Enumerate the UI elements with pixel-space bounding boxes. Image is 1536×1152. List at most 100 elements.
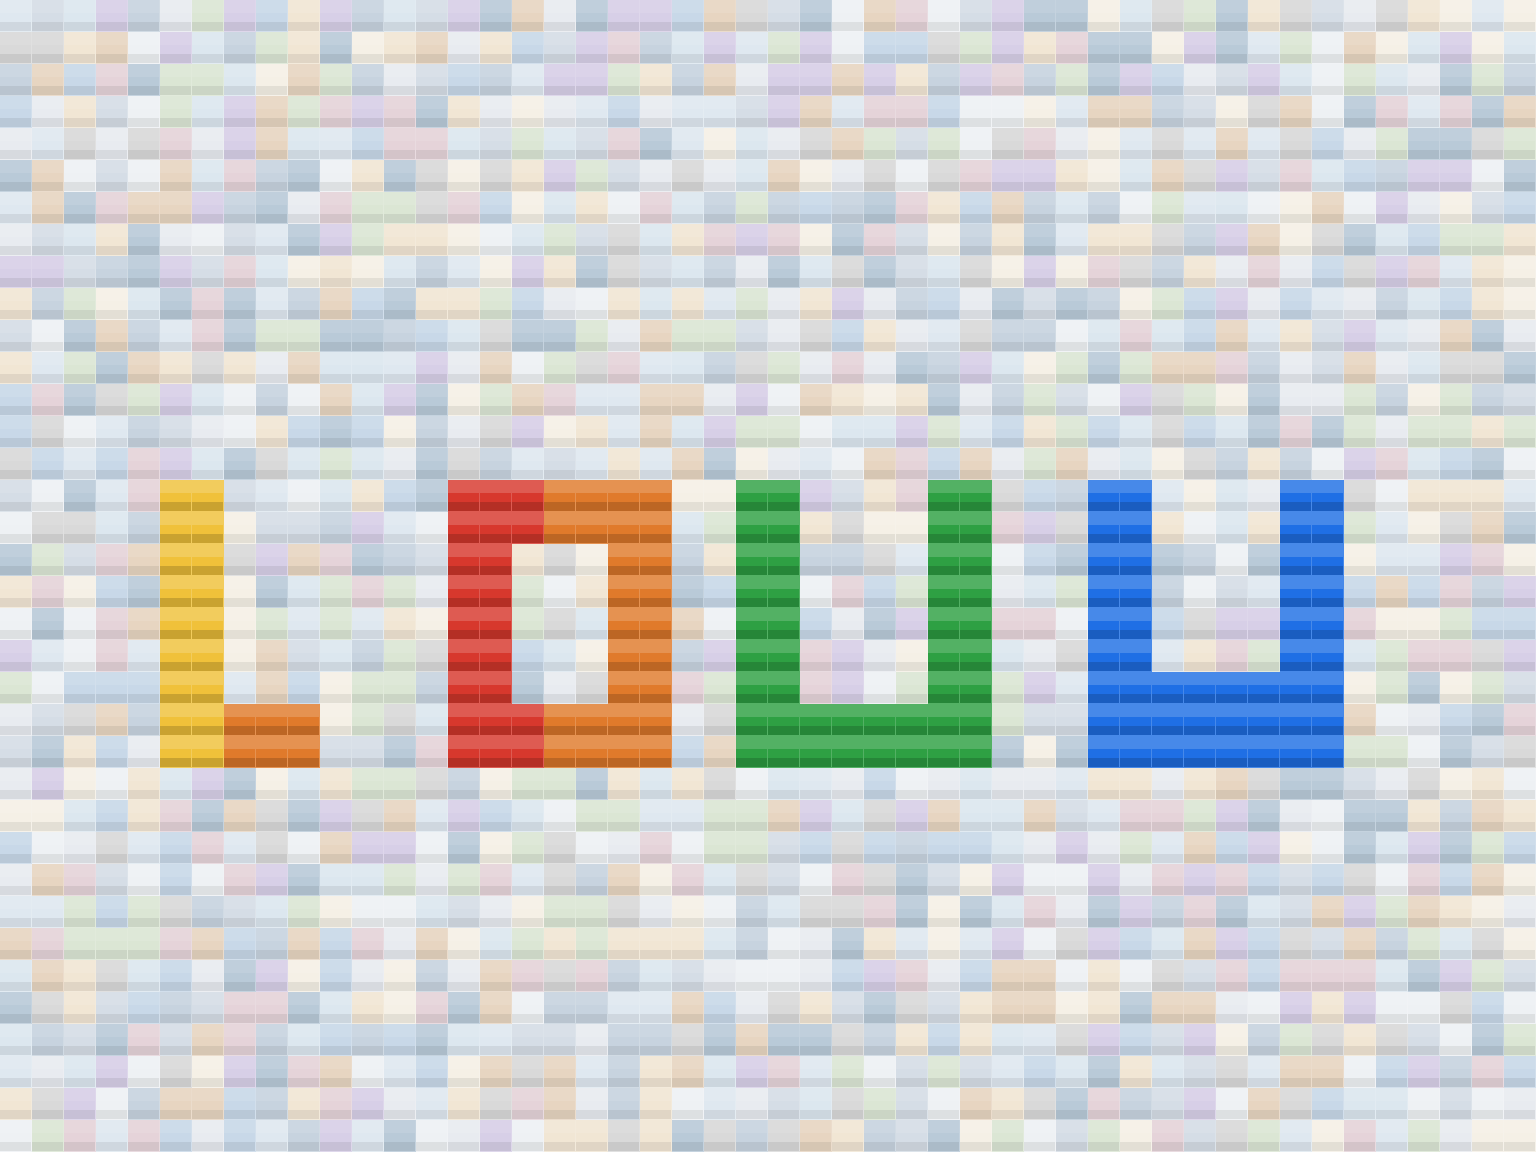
mosaic-tile [192,64,224,96]
mosaic-tile [0,1056,32,1088]
mosaic-tile [1344,0,1376,32]
mosaic-tile [256,928,288,960]
mosaic-tile [64,960,96,992]
mosaic-tile [768,1088,800,1120]
mosaic-tile [1280,128,1312,160]
mosaic-tile [1344,832,1376,864]
mosaic-tile [1024,672,1056,704]
mosaic-tile [864,224,896,256]
mosaic-tile [608,992,640,1024]
mosaic-tile [1344,896,1376,928]
mosaic-tile [992,352,1024,384]
mosaic-tile [1472,224,1504,256]
mosaic-tile [576,704,608,736]
mosaic-tile [1152,928,1184,960]
mosaic-tile [768,544,800,576]
mosaic-tile [1120,128,1152,160]
mosaic-tile [1408,576,1440,608]
mosaic-tile [736,32,768,64]
mosaic-tile [32,928,64,960]
mosaic-tile [832,1024,864,1056]
mosaic-tile [352,1056,384,1088]
mosaic-tile [128,0,160,32]
mosaic-tile [64,448,96,480]
mosaic-tile [1056,0,1088,32]
mosaic-tile [1152,800,1184,832]
mosaic-tile [320,0,352,32]
mosaic-tile [1376,0,1408,32]
mosaic-tile [928,256,960,288]
mosaic-tile [1472,1120,1504,1152]
mosaic-tile [1440,672,1472,704]
mosaic-tile [448,32,480,64]
mosaic-tile [864,960,896,992]
mosaic-tile [736,0,768,32]
mosaic-tile [352,608,384,640]
mosaic-tile [64,832,96,864]
mosaic-tile [0,704,32,736]
mosaic-tile [352,160,384,192]
mosaic-tile [1344,736,1376,768]
mosaic-tile [1024,128,1056,160]
mosaic-tile [704,960,736,992]
mosaic-tile [384,960,416,992]
mosaic-tile [1312,256,1344,288]
mosaic-tile [0,576,32,608]
mosaic-tile [1408,1088,1440,1120]
mosaic-tile [96,224,128,256]
mosaic-tile [1248,288,1280,320]
mosaic-tile [544,96,576,128]
mosaic-tile [288,896,320,928]
mosaic-tile [960,352,992,384]
mosaic-tile [608,480,640,512]
mosaic-tile [1024,832,1056,864]
mosaic-tile [384,384,416,416]
mosaic-tile [896,128,928,160]
mosaic-tile [1024,736,1056,768]
mosaic-tile [896,832,928,864]
mosaic-tile [1312,480,1344,512]
mosaic-tile [96,320,128,352]
mosaic-tile [1248,384,1280,416]
mosaic-tile [1120,256,1152,288]
mosaic-tile [672,352,704,384]
mosaic-tile [1152,832,1184,864]
mosaic-tile [480,0,512,32]
mosaic-tile [1056,416,1088,448]
mosaic-tile [544,832,576,864]
mosaic-tile [32,1088,64,1120]
mosaic-tile [512,1120,544,1152]
mosaic-tile [224,736,256,768]
mosaic-tile [736,96,768,128]
mosaic-tile [1056,608,1088,640]
mosaic-tile [416,288,448,320]
mosaic-tile [1280,544,1312,576]
mosaic-tile [416,672,448,704]
mosaic-tile [1440,832,1472,864]
mosaic-tile [160,672,192,704]
mosaic-tile [544,896,576,928]
mosaic-tile [480,992,512,1024]
mosaic-tile [1312,384,1344,416]
mosaic-tile [160,736,192,768]
mosaic-tile [96,1024,128,1056]
mosaic-tile [896,384,928,416]
mosaic-tile [96,1120,128,1152]
mosaic-tile [832,544,864,576]
mosaic-tile [736,544,768,576]
mosaic-tile [1504,576,1536,608]
mosaic-tile [1504,992,1536,1024]
mosaic-tile [512,384,544,416]
mosaic-tile [1344,544,1376,576]
mosaic-tile [704,512,736,544]
mosaic-tile [416,1024,448,1056]
mosaic-tile [320,96,352,128]
mosaic-tile [608,768,640,800]
mosaic-tile [544,608,576,640]
mosaic-tile [1440,256,1472,288]
mosaic-tile [416,832,448,864]
mosaic-tile [1344,160,1376,192]
mosaic-tile [1472,256,1504,288]
mosaic-tile [1088,864,1120,896]
mosaic-tile [1312,192,1344,224]
